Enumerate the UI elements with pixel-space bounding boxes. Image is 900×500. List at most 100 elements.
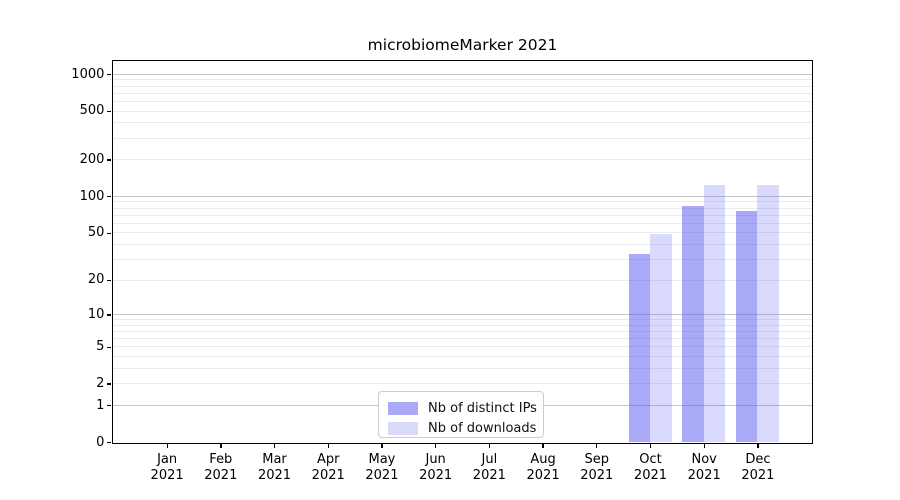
x-tick-year: 2021 <box>580 467 614 483</box>
x-axis-tick-label: Apr 2021 <box>298 452 358 483</box>
x-tick-month: May <box>368 452 396 467</box>
y-axis-tick-label: 2 <box>96 376 105 392</box>
x-axis-tick <box>757 444 759 448</box>
y-gridline-major <box>113 313 812 315</box>
y-gridline-minor <box>113 201 812 203</box>
chart-title: microbiomeMarker 2021 <box>367 36 558 54</box>
x-axis-tick <box>273 444 276 448</box>
x-axis-tick <box>703 444 705 448</box>
x-tick-month: Sep <box>584 452 610 467</box>
x-axis-tick-label: Jul 2021 <box>459 452 519 483</box>
x-axis-tick-label: Mar 2021 <box>245 452 305 483</box>
y-gridline-minor <box>113 159 812 161</box>
legend: Nb of distinct IPs Nb of downloads <box>378 391 544 438</box>
y-axis-tick <box>106 346 111 348</box>
y-axis-tick-label: 200 <box>79 152 105 168</box>
y-gridline-major <box>113 195 812 197</box>
y-gridline-minor <box>113 85 812 87</box>
legend-row-distinct-ips: Nb of distinct IPs <box>388 398 537 418</box>
bar-distinct-ips-oct <box>628 254 651 443</box>
x-axis-tick-label: Jun 2021 <box>406 452 466 483</box>
x-tick-month: Jan <box>157 452 178 467</box>
bar-downloads-nov <box>703 184 726 443</box>
x-axis-tick <box>649 444 652 448</box>
y-axis-tick <box>106 383 111 385</box>
y-gridline-minor <box>113 207 812 209</box>
y-axis-tick <box>106 442 111 444</box>
x-tick-month: Apr <box>316 452 340 467</box>
bar-downloads-dec <box>757 184 779 443</box>
x-axis-tick <box>542 444 544 448</box>
y-gridline-minor <box>113 346 812 348</box>
y-gridline-minor <box>113 79 812 81</box>
x-axis-tick-label: Jan 2021 <box>137 452 197 483</box>
y-axis-tick <box>106 73 111 76</box>
x-tick-year: 2021 <box>741 467 775 483</box>
y-gridline-minor <box>113 243 812 245</box>
y-axis-tick <box>106 159 111 161</box>
y-gridline-minor <box>113 319 812 321</box>
x-tick-year: 2021 <box>633 467 668 483</box>
y-axis-tick <box>106 405 111 407</box>
x-tick-year: 2021 <box>150 467 184 483</box>
x-axis-tick-label: Nov 2021 <box>674 452 734 483</box>
y-gridline-minor <box>113 383 812 385</box>
y-gridline-minor <box>113 232 812 234</box>
y-axis-tick <box>106 196 111 198</box>
y-gridline-minor <box>113 100 812 102</box>
y-gridline-minor <box>113 258 812 260</box>
y-gridline-minor <box>113 122 812 124</box>
legend-row-downloads: Nb of downloads <box>388 418 537 438</box>
x-axis-tick-label: May 2021 <box>352 452 412 483</box>
legend-label-downloads: Nb of downloads <box>428 420 537 436</box>
y-gridline-minor <box>113 338 812 340</box>
x-tick-month: Mar <box>262 452 287 467</box>
y-gridline-minor <box>113 137 812 139</box>
y-gridline-minor <box>113 367 812 369</box>
bar-distinct-ips-dec <box>736 210 758 443</box>
y-gridline-minor <box>113 214 812 216</box>
y-gridline-minor <box>113 92 812 94</box>
x-axis-tick-label: Dec 2021 <box>728 452 788 483</box>
y-gridline-major <box>113 73 812 75</box>
bar-downloads-oct <box>650 233 672 443</box>
x-tick-month: Oct <box>639 452 662 467</box>
x-tick-year: 2021 <box>257 467 292 483</box>
x-tick-year: 2021 <box>311 467 345 483</box>
y-axis-tick-label: 0 <box>96 434 105 450</box>
x-axis-tick <box>166 444 168 448</box>
x-tick-year: 2021 <box>687 467 721 483</box>
x-tick-month: Jun <box>425 452 446 467</box>
y-axis-tick-label: 10 <box>87 306 105 322</box>
y-gridline-minor <box>113 222 812 224</box>
y-axis-tick <box>106 314 111 316</box>
x-axis-tick-label: Oct 2021 <box>620 452 680 483</box>
x-axis-tick <box>220 444 222 448</box>
y-axis-tick-label: 20 <box>87 272 105 288</box>
y-axis-tick-label: 100 <box>79 188 105 204</box>
y-axis-tick-label: 500 <box>79 103 105 119</box>
x-tick-year: 2021 <box>204 467 238 483</box>
x-tick-month: Jul <box>481 452 498 467</box>
x-tick-month: Aug <box>530 452 556 467</box>
x-axis-tick <box>435 444 437 448</box>
x-tick-month: Feb <box>209 452 233 467</box>
x-axis-tick-label: Feb 2021 <box>191 452 251 483</box>
plot-area <box>112 60 813 444</box>
x-tick-year: 2021 <box>419 467 453 483</box>
y-gridline-minor <box>113 355 812 357</box>
x-tick-month: Nov <box>691 452 717 467</box>
x-axis-tick <box>596 444 598 448</box>
plot-inner <box>113 61 812 443</box>
y-gridline-minor <box>113 330 812 332</box>
x-axis-tick <box>488 444 491 448</box>
legend-label-distinct-ips: Nb of distinct IPs <box>428 400 537 416</box>
y-axis-tick <box>106 110 111 113</box>
x-tick-month: Dec <box>745 452 771 467</box>
legend-swatch-distinct-ips <box>388 401 418 415</box>
bar-distinct-ips-nov <box>682 205 704 443</box>
x-axis-tick <box>381 444 383 448</box>
y-axis-tick <box>106 232 111 234</box>
y-axis-tick-label: 5 <box>96 339 105 355</box>
